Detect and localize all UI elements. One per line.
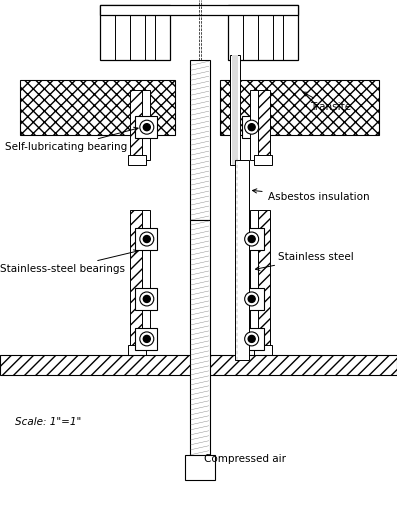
Circle shape bbox=[248, 236, 255, 242]
Bar bbox=[128, 155, 146, 165]
Circle shape bbox=[248, 124, 255, 131]
Circle shape bbox=[140, 292, 154, 306]
Bar bbox=[100, 5, 298, 15]
Bar bbox=[190, 60, 210, 220]
Bar bbox=[242, 116, 263, 138]
Circle shape bbox=[248, 295, 255, 303]
Text: Self-lubricating bearing: Self-lubricating bearing bbox=[5, 127, 138, 152]
Bar bbox=[235, 160, 249, 360]
Bar bbox=[258, 90, 269, 160]
Bar bbox=[128, 345, 146, 355]
Circle shape bbox=[245, 232, 259, 246]
Circle shape bbox=[245, 292, 259, 306]
Circle shape bbox=[143, 335, 150, 342]
Text: Compressed air: Compressed air bbox=[204, 454, 286, 464]
Circle shape bbox=[140, 232, 154, 246]
Bar bbox=[130, 90, 142, 160]
Circle shape bbox=[140, 332, 154, 346]
Bar bbox=[185, 455, 215, 480]
Bar bbox=[258, 210, 269, 350]
Bar bbox=[190, 220, 210, 460]
Bar bbox=[20, 80, 175, 135]
Bar bbox=[254, 345, 272, 355]
Bar bbox=[242, 288, 263, 310]
Bar bbox=[135, 328, 157, 350]
Bar bbox=[135, 228, 157, 250]
Bar bbox=[228, 5, 298, 60]
Bar bbox=[220, 80, 380, 135]
Bar bbox=[230, 55, 240, 165]
Bar bbox=[135, 288, 157, 310]
Text: Scale: 1"=1": Scale: 1"=1" bbox=[15, 417, 81, 427]
Bar bbox=[142, 210, 150, 350]
Bar bbox=[135, 116, 157, 138]
Circle shape bbox=[140, 120, 154, 134]
Bar bbox=[254, 155, 272, 165]
Circle shape bbox=[143, 124, 150, 131]
Circle shape bbox=[143, 295, 150, 303]
Text: Transite: Transite bbox=[303, 92, 351, 112]
Bar bbox=[250, 210, 258, 350]
Circle shape bbox=[245, 120, 259, 134]
Bar bbox=[142, 90, 150, 160]
Bar bbox=[100, 5, 170, 60]
Bar bbox=[242, 328, 263, 350]
Text: Asbestos insulation: Asbestos insulation bbox=[252, 189, 369, 202]
Bar bbox=[0, 355, 398, 375]
Circle shape bbox=[143, 236, 150, 242]
Circle shape bbox=[248, 335, 255, 342]
Bar bbox=[232, 55, 238, 165]
Text: Stainless-steel bearings: Stainless-steel bearings bbox=[0, 250, 138, 274]
Text: Stainless steel: Stainless steel bbox=[256, 252, 353, 270]
Bar bbox=[130, 210, 142, 350]
Bar bbox=[242, 228, 263, 250]
Circle shape bbox=[245, 332, 259, 346]
Bar bbox=[250, 90, 258, 160]
